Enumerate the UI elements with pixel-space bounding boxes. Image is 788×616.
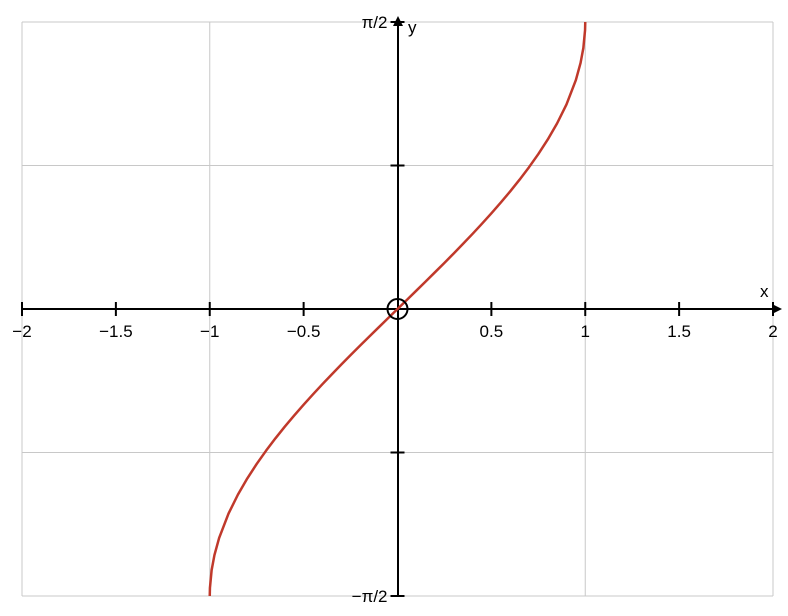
x-tick-label: −2 — [12, 322, 31, 341]
x-tick-label: 2 — [768, 322, 777, 341]
y-tick-label: −π/2 — [352, 587, 388, 606]
x-tick-label: −0.5 — [287, 322, 321, 341]
y-axis-label: y — [408, 18, 417, 37]
x-tick-label: 0.5 — [480, 322, 504, 341]
ticks: −2 −1.5 −1 −0.5 0.5 1 1.5 2 −π/2 π/2 — [12, 13, 777, 606]
x-tick-label: −1.5 — [99, 322, 133, 341]
x-tick-label: 1 — [581, 322, 590, 341]
x-tick-label: 1.5 — [667, 322, 691, 341]
x-tick-label: −1 — [200, 322, 219, 341]
x-axis-arrow-icon — [772, 304, 782, 314]
x-axis-label: x — [760, 282, 769, 301]
series-line — [208, 21, 587, 597]
origin-circle-marker — [386, 298, 409, 320]
series — [208, 21, 587, 597]
annotations — [386, 298, 409, 320]
y-tick-label: π/2 — [362, 13, 388, 32]
